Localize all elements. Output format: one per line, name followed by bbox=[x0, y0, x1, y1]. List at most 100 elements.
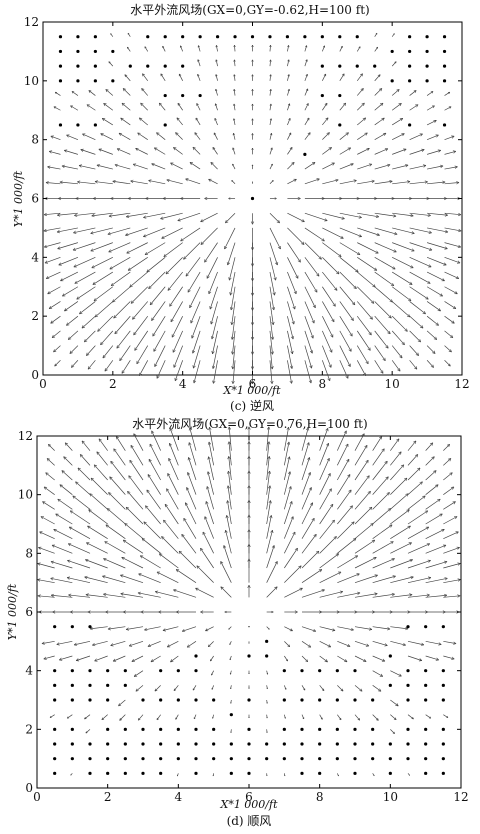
chart-c-vector-arrow bbox=[152, 301, 166, 320]
chart-d-zero-vector-dot bbox=[106, 669, 109, 672]
chart-d-vector-arrow bbox=[355, 460, 368, 480]
chart-d-vector-arrow bbox=[284, 566, 301, 583]
chart-c-vector-arrow bbox=[51, 136, 61, 140]
chart-c-xlabel: X*1 000/ft bbox=[222, 384, 281, 397]
chart-d-vector-arrow bbox=[249, 685, 250, 688]
chart-d-zero-vector-dot bbox=[177, 728, 180, 731]
chart-c-vector-arrow bbox=[171, 301, 183, 321]
chart-c-vector-arrow bbox=[211, 162, 218, 169]
chart-c-vector-arrow bbox=[357, 148, 369, 154]
chart-c-vector-arrow bbox=[113, 180, 131, 183]
chart-d-zero-vector-dot bbox=[159, 757, 162, 760]
chart-d-vector-arrow bbox=[355, 685, 362, 691]
chart-d-ytick-label: 12 bbox=[18, 429, 33, 443]
chart-c-zero-vector-dot bbox=[111, 79, 114, 82]
chart-c-vector-arrow bbox=[225, 213, 235, 223]
chart-d-zero-vector-dot bbox=[424, 757, 427, 760]
chart-c-vector-arrow bbox=[70, 346, 78, 354]
chart-d-vector-arrow bbox=[70, 611, 90, 614]
chart-d-zero-vector-dot bbox=[247, 728, 250, 731]
chart-c-zero-vector-dot bbox=[233, 35, 236, 38]
chart-d-zero-vector-dot bbox=[124, 669, 127, 672]
chart-c-vector-arrow bbox=[427, 331, 437, 340]
chart-c-vector-arrow bbox=[427, 120, 436, 125]
chart-c-vector-arrow bbox=[159, 103, 165, 110]
chart-d-vector-arrow bbox=[173, 589, 196, 597]
chart-c-vector-arrow bbox=[305, 74, 308, 81]
chart-d-vector-arrow bbox=[60, 485, 72, 495]
chart-c-vector-arrow bbox=[445, 287, 458, 294]
chart-c-vector-arrow bbox=[427, 197, 447, 200]
chart-d-vector-arrow bbox=[48, 444, 54, 450]
chart-d-vector-arrow bbox=[221, 587, 232, 598]
chart-c-vector-arrow bbox=[53, 346, 60, 352]
chart-c-zero-vector-dot bbox=[164, 94, 167, 97]
chart-d-vector-arrow bbox=[211, 671, 213, 675]
chart-c-vector-arrow bbox=[305, 197, 325, 200]
chart-c-vector-arrow bbox=[375, 360, 383, 373]
chart-d-ylabel: Y*1 000/ft bbox=[6, 583, 19, 640]
chart-d-zero-vector-dot bbox=[194, 772, 197, 775]
chart-c-vector-arrow bbox=[357, 118, 366, 125]
chart-c-vector-arrow bbox=[105, 360, 113, 371]
chart-c-vector-arrow bbox=[198, 60, 201, 67]
chart-c-vector-arrow bbox=[131, 287, 148, 304]
chart-c-vector-arrow bbox=[149, 272, 166, 289]
chart-d-vector-arrow bbox=[408, 482, 423, 495]
chart-c-vector-arrow bbox=[224, 228, 235, 249]
chart-c-vector-arrow bbox=[427, 272, 445, 281]
chart-d-vector-arrow bbox=[320, 520, 335, 539]
chart-c-vector-arrow bbox=[128, 33, 130, 37]
chart-c-zero-vector-dot bbox=[443, 50, 446, 53]
chart-d-zero-vector-dot bbox=[177, 742, 180, 745]
chart-c-vector-arrow bbox=[392, 89, 399, 95]
chart-c-vector-arrow bbox=[127, 243, 148, 254]
chart-c-zero-vector-dot bbox=[59, 50, 62, 53]
chart-c-vector-arrow bbox=[322, 46, 324, 52]
chart-d-vector-arrow bbox=[408, 641, 424, 645]
chart-d-vector-arrow bbox=[337, 715, 341, 720]
chart-c-vector-arrow bbox=[170, 163, 182, 169]
chart-d-vector-arrow bbox=[145, 506, 160, 524]
chart-d-zero-vector-dot bbox=[141, 698, 144, 701]
chart-c-vector-arrow bbox=[100, 331, 112, 345]
chart-c-xtick-label: 12 bbox=[454, 377, 469, 391]
chart-d-vector-arrow bbox=[75, 482, 90, 495]
chart-c-vector-arrow bbox=[392, 346, 402, 358]
chart-c-vector-arrow bbox=[62, 165, 78, 169]
chart-d-zero-vector-dot bbox=[300, 669, 303, 672]
chart-c-zero-vector-dot bbox=[76, 35, 79, 38]
chart-d-vector-arrow bbox=[76, 656, 90, 661]
chart-d-vector-arrow bbox=[373, 508, 391, 524]
chart-c-vector-arrow bbox=[357, 243, 378, 254]
chart-d-vector-arrow bbox=[230, 656, 231, 660]
chart-c-vector-arrow bbox=[47, 166, 60, 169]
chart-c-vector-arrow bbox=[392, 34, 394, 37]
chart-d-zero-vector-dot bbox=[212, 742, 215, 745]
chart-d-zero-vector-dot bbox=[194, 669, 197, 672]
chart-c-vector-arrow bbox=[357, 257, 377, 270]
chart-c-vector-arrow bbox=[120, 346, 131, 361]
chart-d-zero-vector-dot bbox=[442, 742, 445, 745]
chart-c-vector-arrow bbox=[392, 301, 410, 317]
chart-c-vector-arrow bbox=[357, 272, 375, 287]
chart-c-vector-arrow bbox=[357, 180, 374, 184]
chart-d-vector-arrow bbox=[320, 554, 339, 568]
chart-c-vector-arrow bbox=[305, 89, 308, 96]
chart-d-zero-vector-dot bbox=[371, 698, 374, 701]
chart-c-vector-arrow bbox=[375, 75, 380, 81]
chart-d-vector-arrow bbox=[426, 715, 431, 719]
chart-d-vector-arrow bbox=[320, 715, 323, 720]
chart-c-vector-arrow bbox=[125, 75, 130, 81]
chart-d-vector-arrow bbox=[89, 510, 108, 524]
chart-d-zero-vector-dot bbox=[353, 728, 356, 731]
chart-c-vector-arrow bbox=[166, 257, 183, 274]
chart-c-vector-arrow bbox=[62, 287, 78, 296]
chart-d-zero-vector-dot bbox=[194, 728, 197, 731]
chart-c-vector-arrow bbox=[427, 181, 445, 184]
chart-c-vector-arrow bbox=[445, 331, 453, 338]
chart-d-vector-arrow bbox=[390, 439, 399, 451]
chart-c-vector-arrow bbox=[357, 301, 372, 319]
chart-d-vector-arrow bbox=[44, 656, 55, 660]
